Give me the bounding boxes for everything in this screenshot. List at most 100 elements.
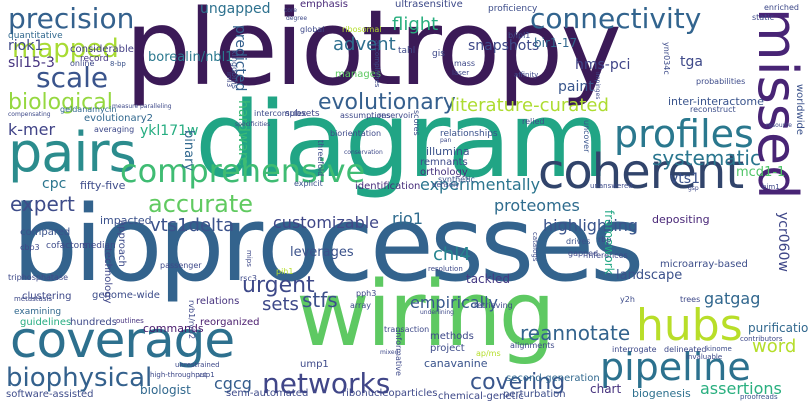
word-reservoir: assumptions [340,111,391,120]
word-pan: conservation [344,149,383,156]
word-examining: relations [196,296,240,307]
word-mixed: degree [286,15,308,22]
word-transaction: array [350,301,371,310]
word-commands: biologist [140,383,191,397]
word-remnants: illumina [426,145,470,158]
word-hundreds: guidelines [20,317,72,328]
word-ribonucleoparticles: semi-automated [226,388,309,399]
word-pipeline: pipeline [600,345,751,389]
word-literature-curated: literature-curated [450,95,609,116]
word-rvb1-rvb2: rbp [598,235,612,244]
word-threefold: biorientation [330,129,382,138]
word-leverages: tackled [466,272,510,286]
word-gatgag: gatgag [704,289,761,308]
word-resolution: retrieving [474,301,513,310]
word-coherent: coherent [538,144,744,200]
word-gsp: bim1 [762,183,780,191]
word-framework: commands [143,322,204,335]
word-connectivity: connectivity [530,2,702,35]
word-informative: high-throughput [150,371,207,379]
word-drives: trees [680,295,701,304]
word-b-ipl1: tahl [398,46,416,56]
word-impinges: ynr034c [662,42,671,75]
word-binary: paint [558,79,594,95]
word-sli15-3: mcd1-1 [736,165,786,180]
word-vts1: ykl171w [140,123,199,139]
word-delineated: interrogate [612,345,657,354]
word-evolutionary: evolutionary [318,90,456,115]
word-reannotate: reannotate [520,321,631,345]
word-global: manages [335,69,382,80]
word-wiring: wiring [296,262,556,367]
word-mapped: mapped [12,34,119,64]
word-outlines: hundreds [70,317,117,328]
word-compensating: paralleling [140,103,172,110]
word-k-mer: tga [680,54,703,70]
word-accomplishes: underlining [420,309,454,316]
word-iml3: b/ipl1 [508,31,531,40]
word-kingdoms: ribosomal [342,25,382,34]
word-assumptions: subsets [285,109,320,119]
word-fifty-five: inter-interactome [668,95,764,108]
word-ynr034c: worldwide [794,84,805,135]
word-biophysical: biophysical [6,363,153,393]
word-expert: expert [10,192,75,216]
word-invaluable: delineated [664,345,707,354]
word-anticipate: pan [440,137,452,144]
word-unrestrained: ump1 [300,359,329,370]
word-hubs: hubs [636,300,743,351]
word-approach: impacted [100,214,152,227]
word-probabilities: uncover [582,120,591,153]
word-unanswered: depositing [652,213,710,226]
word-impacted: median [82,241,116,251]
word-stfs: stfs [302,288,338,312]
word-assertions: assertions [700,379,782,398]
word-identification: synthetic [438,175,475,184]
word-software-assisted: proofreads [740,393,778,401]
word-illumina: proficiency [488,4,538,14]
word-riok1: sli15-3 [8,55,55,71]
word-alignments: 8-bp [110,60,126,68]
word-cofactors: compared [20,227,71,238]
word-core: specificities [235,121,271,128]
word-vsp1: unrestrained [175,361,220,369]
word-triphosphatase: contributors [740,335,783,343]
word-relationships: scores [412,110,421,136]
word-relations: genome-wide [92,290,160,301]
word-8-bp: online [70,59,95,68]
word-geldanamycin: explicit [294,179,323,188]
word-systematic: systematic [652,146,761,170]
word-profiles: profiles [614,112,754,156]
word-rio1: rio1 [392,209,423,228]
word-orthology: remnants [420,157,468,168]
word-contributors: kinome [706,345,732,353]
word-resource: enriched [764,3,799,12]
word-pph3: mips [245,250,253,267]
word-hardware: binary [181,130,196,172]
word-microarray-based: unanswered [590,182,633,190]
word-record: quantitative [8,31,63,41]
word-customizable: customizable [273,213,380,232]
word-depositing: densely [432,181,460,189]
word-cpc: riok1 [8,38,44,54]
word-densely: identification [355,181,421,192]
word-precision: precision [8,2,135,35]
word-diagram: diagram [195,79,609,201]
word-guidelines: software-assisted [6,389,94,400]
word-cbp3: metastasis [14,295,53,303]
word-pleiotropy: pleiotropy [125,0,622,109]
word-emphasis: record [80,54,109,64]
word-high-throughput: vsp1 [198,371,215,379]
word-pairs: pairs [8,121,137,184]
word-experimentally: experimentally [420,175,541,194]
word-word: word [752,336,797,357]
word-rbp: gapped [568,249,599,258]
word-enriched: static [752,13,774,22]
word-interrogate: catalogs [531,232,539,262]
word-networks: networks [262,367,391,400]
word-clustering: reorganized [200,317,260,328]
word-metastasis: impinges [594,72,601,100]
word-rsc3: passenger [160,261,202,270]
word-second-generation: canavanine [424,357,488,370]
word-biorientation: relationships [440,129,498,139]
